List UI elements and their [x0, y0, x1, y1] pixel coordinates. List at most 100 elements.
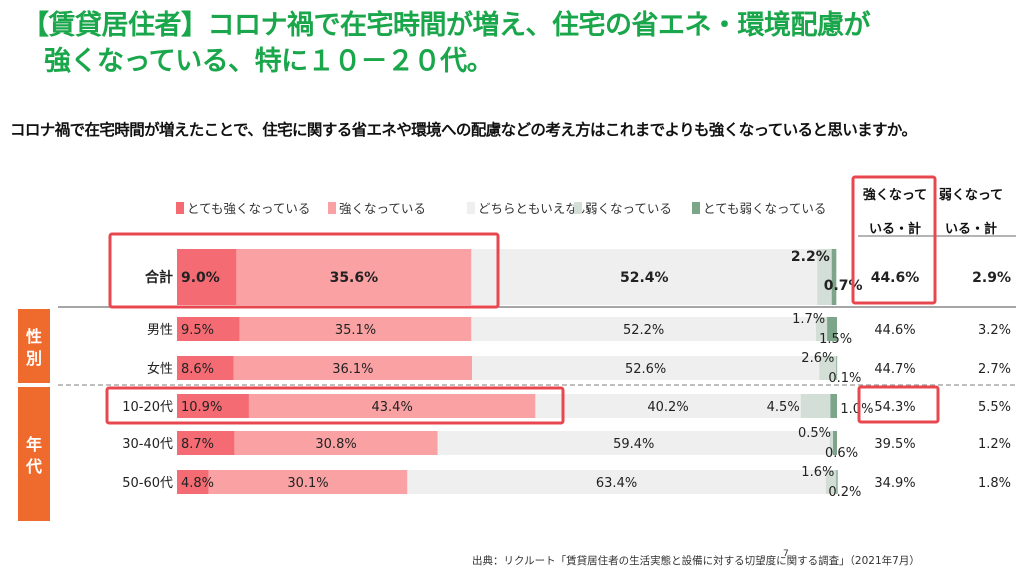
summary-value: 44.6%	[871, 270, 920, 286]
bar-segment	[829, 431, 834, 455]
bar-segment	[472, 356, 820, 380]
legend-label: 弱くなっている	[585, 201, 672, 216]
bar-segment	[233, 356, 473, 380]
summary-value: 39.5%	[874, 437, 915, 452]
category-label: 女性	[147, 361, 173, 377]
bar-segment	[177, 431, 235, 455]
source-note: 出典：リクルート「賃貸居住者の生活実態と設備に対する切望度に関する調査」（202…	[472, 555, 920, 567]
bar-segment	[437, 431, 830, 455]
legend-swatch	[692, 202, 700, 214]
legend-swatch	[176, 202, 184, 214]
data-label: 59.4%	[613, 437, 654, 452]
bar-segment	[239, 317, 472, 341]
bar-segment	[234, 431, 438, 455]
data-label: 0.2%	[828, 485, 861, 500]
bar-segment	[819, 356, 837, 380]
legend-label: とても弱くなっている	[703, 201, 826, 216]
category-label: 50-60代	[122, 476, 173, 491]
page-number: 7	[783, 549, 789, 559]
highlight-box	[108, 232, 500, 309]
bar-segment	[836, 356, 838, 380]
summary-value: 44.6%	[874, 323, 915, 338]
data-label: 4.5%	[767, 400, 800, 415]
data-label: 8.6%	[181, 362, 214, 377]
bar-segment	[825, 470, 837, 494]
bar-segment	[177, 317, 240, 341]
data-label: 35.6%	[330, 270, 379, 286]
data-label: 30.1%	[287, 476, 328, 491]
bar-segment	[407, 470, 826, 494]
data-label: 63.4%	[596, 476, 637, 491]
data-label: 8.7%	[181, 437, 214, 452]
data-label: 40.2%	[647, 400, 688, 415]
bar-segment	[830, 394, 837, 418]
page-title: 【賃貸居住者】コロナ禍で在宅時間が増え、住宅の省エネ・環境配慮が 強くなっている…	[22, 8, 871, 80]
bar-segment	[471, 249, 818, 305]
category-label: 合計	[145, 269, 173, 286]
data-label: 36.1%	[332, 362, 373, 377]
data-label: 10.9%	[181, 400, 222, 415]
data-label: 0.7%	[824, 278, 863, 294]
summary-header: 弱くなって	[939, 187, 1003, 203]
data-label: 52.4%	[620, 270, 669, 286]
summary-value: 3.2%	[978, 323, 1011, 338]
legend-swatch	[467, 202, 475, 214]
data-label: 35.1%	[335, 323, 376, 338]
data-label: 30.8%	[315, 437, 356, 452]
legend-swatch	[574, 202, 582, 214]
title-line-1: 【賃貸居住者】コロナ禍で在宅時間が増え、住宅の省エネ・環境配慮が	[22, 10, 871, 41]
bar-segment	[831, 249, 837, 305]
summary-header: いる・計	[945, 221, 997, 237]
data-label: 9.0%	[181, 270, 220, 286]
data-label: 0.6%	[825, 446, 858, 461]
bar-segment	[177, 470, 209, 494]
summary-value: 5.5%	[978, 400, 1011, 415]
data-label: 0.5%	[798, 426, 831, 441]
survey-question: コロナ禍で在宅時間が増えたことで、住宅に関する省エネや環境への配慮などの考え方は…	[10, 121, 917, 139]
bar-segment	[815, 317, 828, 341]
data-label: 1.0%	[840, 402, 873, 417]
summary-value: 2.9%	[972, 270, 1011, 286]
category-label: 10-20代	[122, 400, 173, 415]
data-label: 9.5%	[181, 323, 214, 338]
bar-segment	[177, 394, 249, 418]
bar-segment	[836, 470, 838, 494]
legend-label: どちらともいえない	[478, 201, 590, 216]
bar-segment	[827, 317, 837, 341]
bar-segment	[177, 356, 234, 380]
legend-label: とても強くなっている	[187, 201, 310, 216]
bar-segment	[208, 470, 408, 494]
bar-segment	[177, 249, 237, 305]
group-label: 性	[26, 327, 42, 346]
group-label: 代	[25, 457, 42, 476]
data-label: 0.1%	[828, 371, 861, 386]
data-label: 52.6%	[625, 362, 666, 377]
summary-header: 強くなって	[863, 187, 927, 203]
highlight-box	[851, 175, 937, 305]
data-label: 1.7%	[792, 312, 825, 327]
summary-value: 44.7%	[874, 362, 915, 377]
bar-segment	[833, 431, 837, 455]
highlight-box	[857, 385, 940, 424]
legend-label: 強くなっている	[339, 201, 426, 216]
summary-value: 34.9%	[874, 476, 915, 491]
title-line-2: 強くなっている、特に１０－２０代。	[44, 46, 494, 77]
bar-segment	[248, 394, 536, 418]
summary-value: 1.8%	[978, 476, 1011, 491]
bar-segment	[535, 394, 801, 418]
summary-value: 54.3%	[874, 400, 915, 415]
group-label-box	[18, 309, 50, 383]
data-label: 2.2%	[791, 249, 830, 265]
summary-value: 2.7%	[978, 362, 1011, 377]
summary-header: いる・計	[869, 221, 921, 237]
legend-swatch	[328, 202, 336, 214]
group-label: 年	[26, 435, 42, 454]
data-label: 43.4%	[372, 400, 413, 415]
group-label-box	[18, 387, 50, 521]
bar-segment	[471, 317, 816, 341]
bar-segment	[800, 394, 831, 418]
data-label: 2.6%	[801, 351, 834, 366]
category-label: 30-40代	[122, 437, 173, 452]
category-label: 男性	[147, 323, 173, 338]
